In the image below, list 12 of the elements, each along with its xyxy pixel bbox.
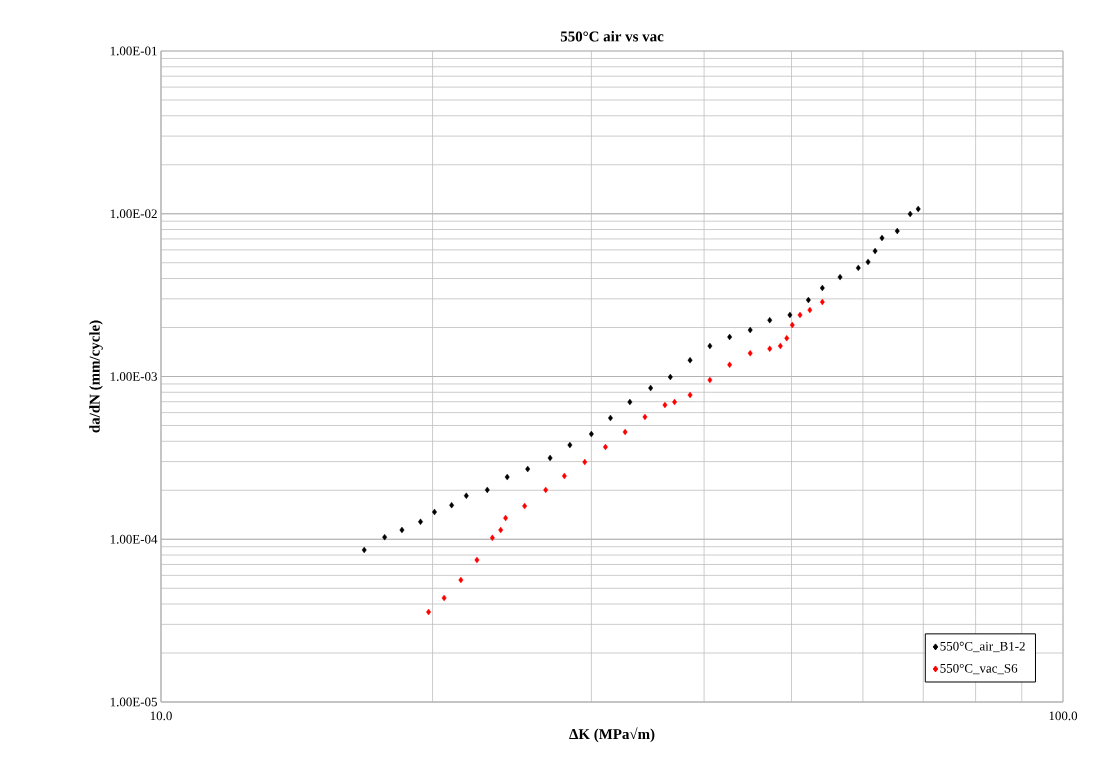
y-axis-title: da/dN (mm/cycle) bbox=[89, 320, 103, 433]
x-axis-title: ΔK (MPa√m) bbox=[569, 727, 655, 743]
legend-label: 550°C_air_B1-2 bbox=[940, 641, 1025, 653]
y-tick-label: 1.00E-04 bbox=[110, 534, 158, 544]
legend-label: 550°C_vac_S6 bbox=[940, 663, 1018, 675]
y-tick-label: 1.00E-05 bbox=[110, 697, 157, 707]
y-tick-label: 1.00E-01 bbox=[110, 46, 157, 56]
x-tick-label: 10.0 bbox=[150, 711, 172, 721]
y-tick-label: 1.00E-02 bbox=[110, 209, 157, 219]
chart-title: 550°C air vs vac bbox=[560, 31, 664, 42]
y-tick-label: 1.00E-03 bbox=[110, 372, 157, 381]
x-tick-label: 100.0 bbox=[1049, 711, 1078, 721]
